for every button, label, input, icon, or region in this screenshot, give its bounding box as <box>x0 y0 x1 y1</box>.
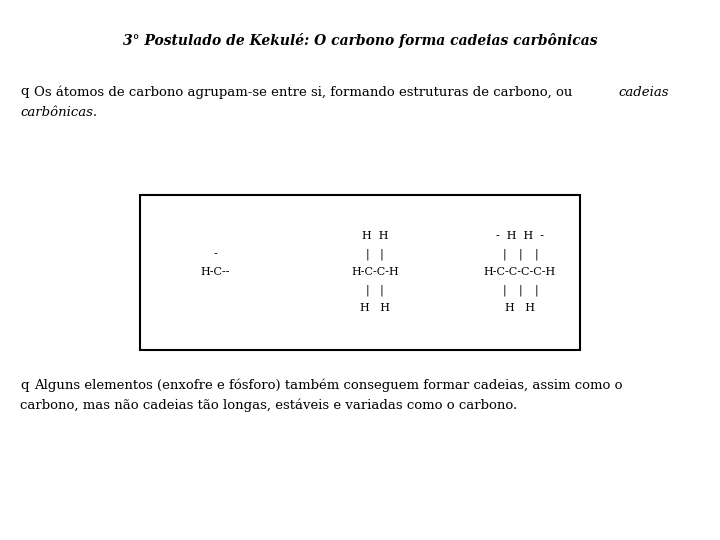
Text: |: | <box>502 284 506 296</box>
Text: 3° Postulado de Kekulé: O carbono forma cadeias carbônicas: 3° Postulado de Kekulé: O carbono forma … <box>122 32 598 48</box>
Text: H   H: H H <box>360 303 390 313</box>
Text: H-C-C-C-C-H: H-C-C-C-C-H <box>484 267 556 277</box>
Text: -  H  H  -: - H H - <box>496 231 544 241</box>
Text: |: | <box>518 248 522 260</box>
Text: |: | <box>518 284 522 296</box>
Text: H   H: H H <box>505 303 535 313</box>
Text: H  H: H H <box>361 231 388 241</box>
Text: Os átomos de carbono agrupam-se entre si, formando estruturas de carbono, ou: Os átomos de carbono agrupam-se entre si… <box>34 85 577 99</box>
Text: -: - <box>213 249 217 259</box>
Text: H-C--: H-C-- <box>200 267 230 277</box>
Text: H-C-C-H: H-C-C-H <box>351 267 399 277</box>
Text: q: q <box>20 85 29 98</box>
Text: carbônicas.: carbônicas. <box>20 105 97 118</box>
Text: cadeias: cadeias <box>618 85 668 98</box>
Text: |   |: | | <box>366 284 384 296</box>
Text: |: | <box>502 248 506 260</box>
Text: |: | <box>534 248 538 260</box>
Text: Alguns elementos (enxofre e fósforo) também conseguem formar cadeias, assim como: Alguns elementos (enxofre e fósforo) tam… <box>34 378 623 392</box>
Text: |: | <box>534 284 538 296</box>
Text: |   |: | | <box>366 248 384 260</box>
Text: q: q <box>20 379 29 392</box>
Text: carbono, mas não cadeias tão longas, estáveis e variadas como o carbono.: carbono, mas não cadeias tão longas, est… <box>20 399 517 411</box>
Bar <box>140 195 580 350</box>
